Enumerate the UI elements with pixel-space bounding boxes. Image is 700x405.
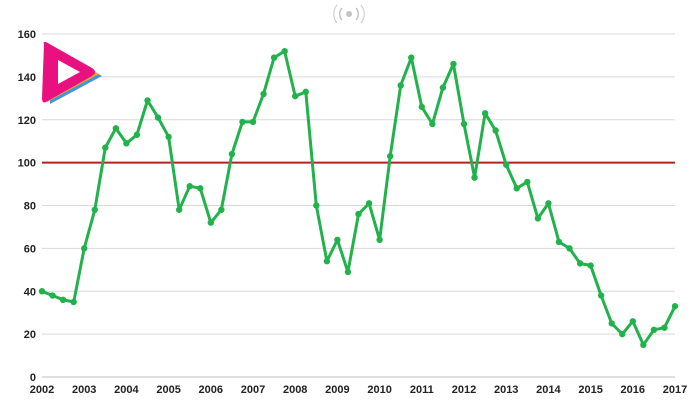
data-point	[302, 88, 309, 96]
x-tick-label: 2007	[241, 384, 265, 396]
data-point	[513, 185, 520, 192]
x-tick-label: 2009	[325, 384, 349, 396]
data-point	[144, 97, 151, 104]
x-tick-label: 2012	[452, 384, 476, 396]
x-tick-label: 2017	[663, 384, 687, 396]
data-point	[439, 84, 447, 91]
data-point	[270, 54, 278, 61]
data-point	[154, 114, 162, 121]
series-line	[40, 49, 677, 347]
data-point	[218, 206, 225, 213]
data-point	[175, 206, 183, 213]
y-tick-label: 160	[18, 29, 36, 41]
data-point	[397, 82, 404, 89]
x-tick-label: 2016	[621, 384, 645, 396]
radio-wave-icon	[333, 4, 365, 24]
y-tick-label: 120	[18, 115, 36, 127]
data-point	[671, 303, 679, 310]
data-point	[418, 103, 425, 111]
data-point	[597, 292, 605, 299]
data-point	[281, 47, 288, 55]
y-tick-label: 0	[30, 372, 36, 384]
data-point	[629, 318, 636, 325]
data-point	[81, 245, 88, 252]
data-point	[123, 140, 130, 147]
x-tick-label: 2010	[367, 384, 391, 396]
data-point	[249, 118, 257, 126]
data-point	[197, 185, 204, 192]
y-tick-label: 140	[18, 72, 36, 84]
data-point	[355, 210, 362, 218]
data-point	[365, 200, 373, 207]
data-point	[260, 90, 267, 98]
data-point	[334, 236, 341, 243]
x-tick-label: 2011	[410, 384, 434, 396]
data-point	[555, 238, 563, 246]
data-point	[292, 92, 299, 100]
data-point	[503, 161, 510, 168]
data-point	[112, 125, 120, 132]
data-point	[207, 219, 214, 226]
data-point	[587, 262, 594, 269]
data-point	[429, 120, 436, 128]
data-point	[534, 215, 542, 222]
data-point	[133, 131, 141, 138]
data-point	[650, 326, 658, 334]
x-tick-label: 2006	[199, 384, 223, 396]
data-point	[450, 60, 457, 68]
data-point	[49, 292, 56, 299]
data-point	[640, 341, 647, 349]
x-tick-label: 2002	[30, 384, 54, 396]
gridlines	[42, 33, 675, 335]
data-point	[239, 118, 246, 126]
data-point	[102, 144, 109, 151]
play-logo-icon	[42, 42, 102, 104]
x-tick-label: 2013	[494, 384, 518, 396]
data-point	[165, 133, 172, 141]
x-tick-label: 2003	[72, 384, 96, 396]
y-tick-label: 20	[24, 329, 36, 341]
data-point	[38, 288, 46, 295]
data-point	[524, 178, 531, 186]
data-point	[70, 298, 77, 306]
data-point	[460, 120, 468, 128]
data-point	[344, 268, 352, 276]
data-point	[376, 236, 383, 243]
data-point	[228, 150, 236, 158]
data-point	[323, 258, 331, 265]
x-tick-label: 2004	[114, 384, 139, 396]
data-point	[481, 110, 489, 117]
data-point	[619, 330, 626, 338]
axes: 0 20 40 60 80 100 120 140 160 2002 2003 2004 2005 200…	[18, 29, 688, 396]
x-tick-label: 2015	[578, 384, 602, 396]
x-tick-label: 2008	[283, 384, 307, 396]
y-tick-label: 80	[24, 201, 36, 213]
data-point	[59, 296, 67, 304]
data-point	[386, 152, 394, 160]
data-point	[186, 183, 193, 190]
series-layer	[38, 47, 679, 349]
data-point	[313, 202, 320, 209]
data-point	[566, 245, 573, 252]
data-point	[608, 320, 615, 327]
data-point	[471, 174, 478, 181]
data-point	[408, 54, 415, 61]
y-tick-label: 40	[24, 286, 36, 298]
data-point	[492, 127, 499, 134]
data-point	[91, 206, 98, 213]
y-tick-label: 100	[18, 158, 36, 170]
data-point	[661, 324, 668, 331]
data-point	[576, 260, 584, 267]
x-tick-label: 2014	[536, 384, 561, 396]
data-point	[545, 200, 552, 207]
x-tick-label: 2005	[156, 384, 180, 396]
y-tick-label: 60	[24, 243, 36, 255]
